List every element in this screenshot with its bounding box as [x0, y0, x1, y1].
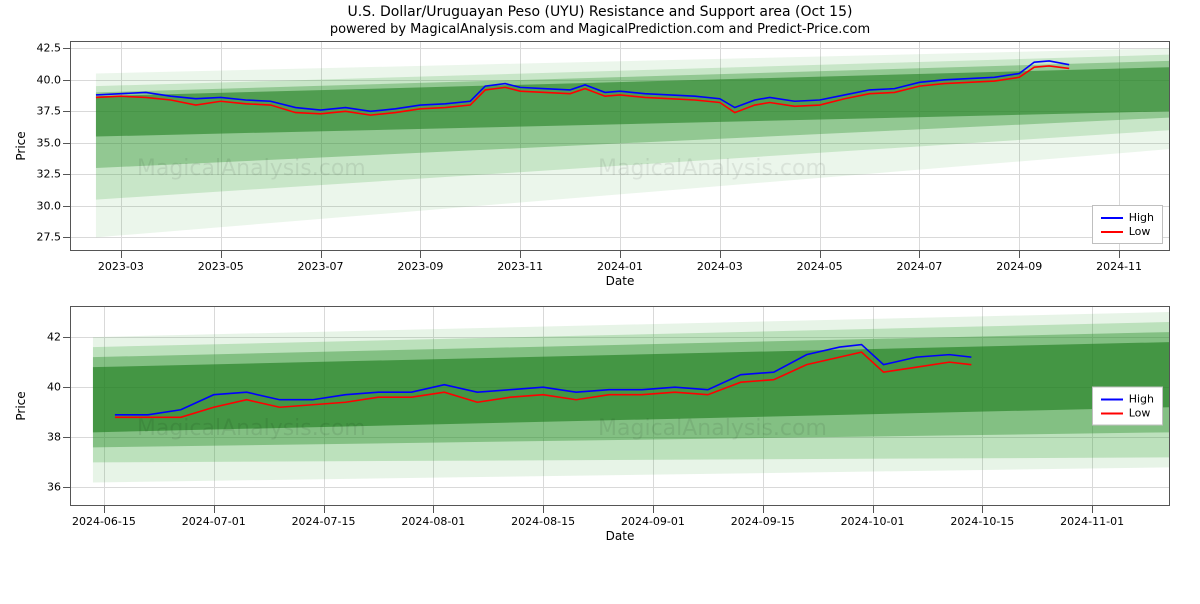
x-tick-label: 2024-08-15: [511, 515, 575, 528]
x-tick-label: 2024-09-01: [621, 515, 685, 528]
plot-area: MagicalAnalysis.comMagicalAnalysis.com: [71, 307, 1169, 505]
legend-label-low: Low: [1129, 407, 1151, 420]
x-tick-label: 2024-07-15: [292, 515, 356, 528]
legend-swatch-high: [1101, 217, 1123, 219]
y-tick-label: 40: [47, 381, 61, 394]
x-tick-label: 2023-09: [397, 260, 443, 273]
y-tick-label: 42: [47, 331, 61, 344]
chart-title: U.S. Dollar/Uruguayan Peso (UYU) Resista…: [0, 4, 1200, 20]
x-tick-label: 2023-05: [198, 260, 244, 273]
legend-swatch-high: [1101, 398, 1123, 400]
x-tick-label: 2023-07: [298, 260, 344, 273]
legend-label-low: Low: [1129, 225, 1151, 238]
legend: High Low: [1092, 387, 1163, 426]
x-tick-label: 2024-07-01: [182, 515, 246, 528]
y-axis-label: Price: [14, 131, 28, 160]
legend-swatch-low: [1101, 412, 1123, 414]
top-chart: Price Date MagicalAnalysis.comMagicalAna…: [70, 41, 1170, 251]
x-axis-label: Date: [606, 529, 635, 543]
x-tick-label: 2024-10-15: [950, 515, 1014, 528]
legend-swatch-low: [1101, 231, 1123, 233]
y-tick-label: 37.5: [37, 105, 62, 118]
x-tick-label: 2024-03: [697, 260, 743, 273]
x-tick-label: 2024-06-15: [72, 515, 136, 528]
y-tick-label: 38: [47, 431, 61, 444]
legend-item-low: Low: [1101, 407, 1154, 420]
x-tick-label: 2024-11-01: [1060, 515, 1124, 528]
chart-subtitle: powered by MagicalAnalysis.com and Magic…: [0, 22, 1200, 37]
legend-item-high: High: [1101, 393, 1154, 406]
legend-item-low: Low: [1101, 225, 1154, 238]
legend-label-high: High: [1129, 393, 1154, 406]
x-tick-label: 2024-11: [1096, 260, 1142, 273]
x-tick-label: 2024-01: [597, 260, 643, 273]
y-tick-label: 30.0: [37, 199, 62, 212]
x-tick-label: 2024-05: [797, 260, 843, 273]
x-tick-label: 2024-07: [896, 260, 942, 273]
y-axis-label: Price: [14, 391, 28, 420]
x-axis-label: Date: [606, 274, 635, 288]
plot-area: MagicalAnalysis.comMagicalAnalysis.com: [71, 42, 1169, 250]
y-tick-label: 42.5: [37, 42, 62, 55]
bottom-chart: Price Date MagicalAnalysis.comMagicalAna…: [70, 306, 1170, 506]
legend-item-high: High: [1101, 211, 1154, 224]
x-tick-label: 2024-10-01: [841, 515, 905, 528]
x-tick-label: 2024-09-15: [731, 515, 795, 528]
y-tick-label: 32.5: [37, 168, 62, 181]
legend-label-high: High: [1129, 211, 1154, 224]
y-tick-label: 35.0: [37, 136, 62, 149]
y-tick-label: 36: [47, 481, 61, 494]
legend: High Low: [1092, 205, 1163, 244]
x-tick-label: 2024-08-01: [401, 515, 465, 528]
y-tick-label: 27.5: [37, 231, 62, 244]
x-tick-label: 2024-09: [996, 260, 1042, 273]
y-tick-label: 40.0: [37, 73, 62, 86]
x-tick-label: 2023-03: [98, 260, 144, 273]
x-tick-label: 2023-11: [497, 260, 543, 273]
